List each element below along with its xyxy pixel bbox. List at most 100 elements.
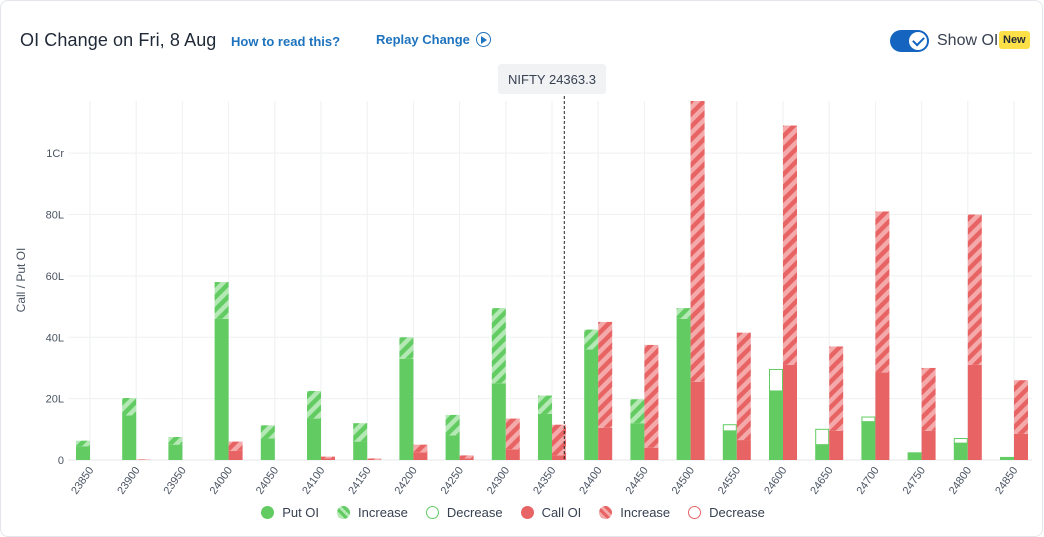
x-tick-label: 24600 [762,465,789,497]
legend-label: Decrease [709,505,765,520]
put-oi-bar [907,452,922,460]
x-tick-label: 24400 [577,465,604,497]
x-tick-label: 23950 [161,465,188,497]
page-title: OI Change on Fri, 8 Aug [20,30,217,50]
legend-swatch [337,506,351,519]
legend-swatch [688,506,702,519]
x-tick-label: 24200 [392,465,419,497]
x-tick-label: 24550 [716,465,743,497]
put-oi-bar [769,390,783,460]
legend-put-increase[interactable]: Increase [337,505,408,520]
call-increase-bar [967,214,982,365]
x-tick-label: 24650 [808,465,835,497]
y-tick-label: 20L [46,394,64,406]
put-increase-bar [491,308,506,384]
call-increase-bar [552,424,566,456]
call-increase-bar [644,344,659,448]
call-oi-bar [598,427,613,460]
put-oi-bar [399,358,414,460]
put-oi-bar [214,318,229,460]
legend-swatch [425,506,439,519]
call-oi-bar [552,455,566,460]
put-increase-bar [399,337,414,359]
put-decrease-bar [722,424,737,432]
x-tick-label: 24050 [254,465,281,497]
legend-label: Decrease [446,505,503,520]
x-tick-label: 24000 [208,465,235,497]
legend-swatch [261,506,275,519]
put-oi-bar [353,441,368,460]
x-tick-label: 24100 [300,465,327,497]
call-increase-bar [413,444,428,453]
legend-label: Increase [358,505,408,520]
new-badge: New [999,31,1030,49]
put-oi-bar [584,349,599,460]
spot-price-label: NIFTY 24363.3 [498,64,606,94]
call-oi-bar [459,458,474,460]
call-oi-bar [413,452,428,460]
y-tick-label: 0 [58,455,64,467]
put-oi-bar [168,444,183,460]
put-increase-bar [260,425,275,439]
put-oi-bar [630,423,645,460]
legend-call-oi[interactable]: Call OI [520,505,581,520]
call-increase-bar [228,441,243,451]
legend-label: Put OI [282,505,320,520]
legend-call-increase[interactable]: Increase [599,505,670,520]
put-increase-bar [584,329,599,350]
call-oi-bar [967,364,982,460]
y-tick-label: 80L [46,210,64,222]
call-increase-bar [459,455,474,459]
put-oi-bar [722,430,737,460]
put-oi-bar [815,444,830,460]
x-tick-label: 24300 [485,465,512,497]
call-oi-bar [921,430,936,460]
call-oi-bar [736,440,751,460]
put-decrease-bar [815,428,830,446]
x-tick-label: 24450 [623,465,650,497]
call-increase-bar [321,456,335,459]
y-tick-label: 1Cr [46,148,64,160]
put-decrease-bar [953,438,968,444]
put-oi-bar [538,413,552,460]
x-tick-label: 24250 [439,465,466,497]
call-oi-bar [783,364,797,460]
put-increase-bar [122,398,137,416]
legend-swatch [599,506,613,519]
put-oi-bar [676,318,691,460]
put-oi-bar [260,438,275,460]
put-oi-bar [307,418,321,460]
put-oi-bar [122,415,137,460]
put-oi-bar [1000,456,1014,460]
put-oi-bar [861,421,876,460]
legend: Put OI Increase Decrease Call OI Increas… [0,505,1044,520]
put-increase-bar [538,395,552,414]
put-increase-bar [168,436,183,445]
call-oi-bar [690,381,705,460]
call-increase-bar [875,211,890,373]
x-tick-label: 24500 [670,465,697,497]
call-increase-bar [367,458,382,460]
call-increase-bar [505,418,520,450]
put-increase-bar [214,282,229,319]
put-increase-bar [445,414,460,436]
call-increase-bar [783,125,797,365]
x-tick-label: 24800 [947,465,974,497]
how-to-read-link[interactable]: How to read this? [231,34,341,49]
put-decrease-bar [769,368,783,392]
check-icon [909,32,927,50]
legend-put-oi[interactable]: Put OI [261,505,319,520]
put-oi-bar [445,435,460,460]
x-tick-label: 23900 [115,465,142,497]
call-increase-bar [921,367,936,431]
call-oi-bar [505,449,520,460]
legend-put-decrease[interactable]: Decrease [425,505,503,520]
put-oi-bar [953,443,968,460]
show-oi-toggle[interactable] [890,30,929,52]
legend-call-decrease[interactable]: Decrease [688,505,765,520]
replay-change-button[interactable]: Replay Change [376,32,491,47]
legend-swatch [520,506,534,519]
put-oi-bar [76,446,90,460]
call-increase-bar [1014,380,1028,434]
